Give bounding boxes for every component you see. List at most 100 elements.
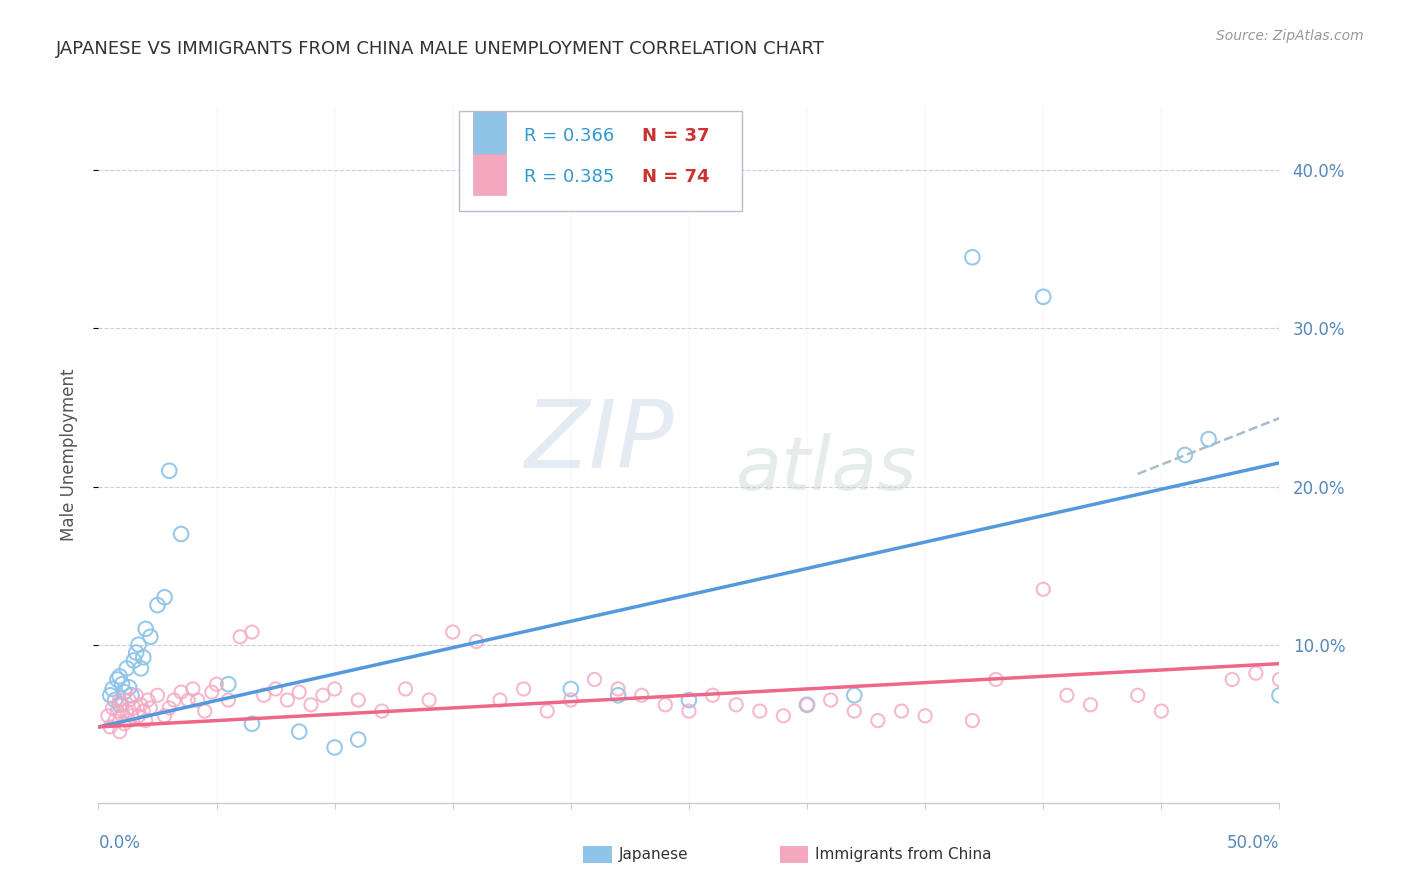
Point [820,693,842,707]
Point [108,693,131,707]
Point [394,681,416,696]
FancyBboxPatch shape [472,153,506,195]
Point [201,685,224,699]
Point [139,630,162,644]
Point [129,661,152,675]
Point [512,681,534,696]
Point [253,688,276,702]
Point [136,693,159,707]
Point [441,625,464,640]
Point [1126,688,1149,702]
Point [962,250,984,264]
Text: R = 0.366: R = 0.366 [523,127,614,145]
Point [122,701,145,715]
Point [146,598,169,612]
Point [536,704,558,718]
Text: N = 37: N = 37 [641,127,709,145]
Point [288,685,311,699]
Text: JAPANESE VS IMMIGRANTS FROM CHINA MALE UNEMPLOYMENT CORRELATION CHART: JAPANESE VS IMMIGRANTS FROM CHINA MALE U… [56,40,825,58]
Point [170,685,193,699]
Point [725,698,748,712]
Point [112,685,135,699]
Point [229,630,252,644]
Point [118,714,141,728]
Point [217,677,239,691]
Point [105,673,128,687]
Point [560,681,582,696]
Point [98,688,121,702]
Point [1174,448,1197,462]
Point [890,704,912,718]
Point [276,693,298,707]
Point [217,693,239,707]
Point [583,673,606,687]
Point [121,708,143,723]
Text: 50.0%: 50.0% [1227,834,1279,852]
Point [772,708,794,723]
Point [678,704,700,718]
Point [112,716,135,731]
Point [125,646,148,660]
Point [111,708,134,723]
Text: Immigrants from China: Immigrants from China [815,847,993,862]
Point [115,704,138,718]
Point [489,693,512,707]
Point [748,704,770,718]
Point [125,688,148,702]
Point [312,688,335,702]
Point [122,653,145,667]
Point [347,732,370,747]
Point [264,681,287,696]
Text: N = 74: N = 74 [641,169,709,186]
Point [1032,582,1054,597]
Point [97,708,120,723]
Point [104,693,127,707]
Point [104,714,127,728]
Point [914,708,936,723]
Point [796,698,818,712]
Text: ZIP: ZIP [523,395,673,486]
Point [844,704,866,718]
Point [1150,704,1173,718]
Point [101,681,124,696]
Point [115,661,138,675]
Point [108,724,131,739]
Point [607,681,630,696]
FancyBboxPatch shape [458,111,742,211]
Point [866,714,889,728]
Point [118,681,141,695]
Point [139,701,162,715]
Point [187,693,209,707]
Point [170,527,193,541]
Point [108,669,131,683]
Point [129,698,152,712]
Text: Source: ZipAtlas.com: Source: ZipAtlas.com [1216,29,1364,43]
Point [240,625,263,640]
Point [654,698,676,712]
Text: 0.0%: 0.0% [98,834,141,852]
Point [418,693,440,707]
Point [205,677,228,691]
Point [1032,290,1054,304]
Point [108,698,131,712]
Point [194,704,217,718]
Point [844,688,866,702]
Point [163,693,186,707]
Point [1268,688,1291,702]
Point [111,677,134,691]
Y-axis label: Male Unemployment: Male Unemployment [59,368,77,541]
Point [118,693,141,707]
Point [153,708,176,723]
Text: Japanese: Japanese [619,847,689,862]
Point [678,693,700,707]
Point [1080,698,1102,712]
Point [157,464,180,478]
Point [1268,673,1291,687]
Point [299,698,322,712]
Point [962,714,984,728]
Point [132,704,155,718]
Text: atlas: atlas [737,433,918,505]
Point [177,693,200,707]
Point [371,704,394,718]
Text: R = 0.385: R = 0.385 [523,169,614,186]
